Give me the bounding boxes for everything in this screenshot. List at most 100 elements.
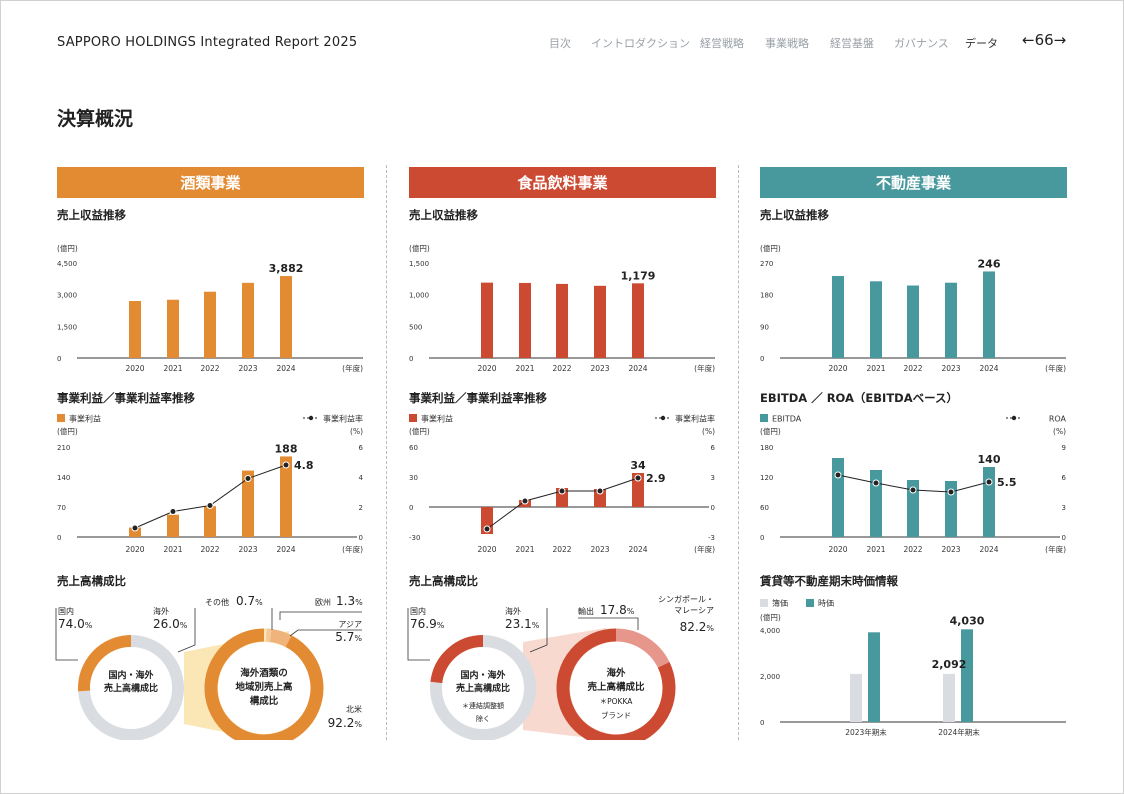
profit-bar xyxy=(594,489,606,507)
x-tick-label: 2020 xyxy=(125,545,144,554)
domestic-label: 国内 xyxy=(410,606,426,616)
alcohol-section-header: 酒類事業 xyxy=(57,167,364,198)
revenue-bar xyxy=(594,285,606,358)
book-value-bar xyxy=(850,673,862,722)
x-axis-unit: (年度) xyxy=(1045,363,1066,373)
x-tick-label: 2023 xyxy=(590,364,609,373)
x-tick-label: 2023 xyxy=(941,545,960,554)
y2-tick-label: 9 xyxy=(1062,444,1066,452)
unit-label: (億円) xyxy=(409,426,430,436)
x-tick-label: 2020 xyxy=(125,364,144,373)
x-axis-unit: (年度) xyxy=(694,363,715,373)
profit-bar xyxy=(870,470,882,537)
donut-center-label: 除く xyxy=(476,714,490,723)
y2-tick-label: 4 xyxy=(359,474,364,482)
page-number: 66 xyxy=(1034,31,1054,49)
prev-page-arrow-icon[interactable]: ← xyxy=(1022,31,1035,49)
x-tick-label: 2024年期末 xyxy=(938,727,980,737)
domestic-value: 76.9% xyxy=(410,617,445,631)
nav-management-strategy[interactable]: 経営戦略 xyxy=(700,37,744,50)
unit-label: (億円) xyxy=(409,243,430,253)
domestic-overseas-donut-segment xyxy=(78,635,184,740)
domestic-overseas-donut-segment xyxy=(78,635,132,692)
donut-center-label: 売上高構成比 xyxy=(456,682,510,694)
data-label: 1,179 xyxy=(621,269,656,282)
x-tick-label: 2024 xyxy=(628,545,647,554)
x-tick-label: 2021 xyxy=(515,545,534,554)
nav-management-foundation[interactable]: 経営基盤 xyxy=(830,37,874,50)
legend-swatch xyxy=(760,414,768,422)
donut-center-label: 海外 xyxy=(606,667,626,679)
leader-line xyxy=(55,608,78,661)
x-tick-label: 2023 xyxy=(941,364,960,373)
overseas-value: 26.0% xyxy=(153,617,188,631)
revenue-bar xyxy=(983,271,995,358)
y-tick-label: 0 xyxy=(57,355,61,363)
bar-data-label: 34 xyxy=(630,459,646,472)
y2-tick-label: 3 xyxy=(1062,504,1066,512)
margin-point xyxy=(169,508,177,515)
x-tick-label: 2021 xyxy=(515,364,534,373)
food-profit-heading: 事業利益／事業利益率推移 xyxy=(409,391,547,405)
legend-bar-label: 事業利益 xyxy=(69,414,101,424)
nav-governance[interactable]: ガバナンス xyxy=(894,37,949,50)
realestate-fair-value-chart: 簿価 時価 (億円) 4,000 2,000 0 2023年期末 2024年期末 2,092 4,… xyxy=(760,598,1066,737)
y-tick-label: 0 xyxy=(760,355,764,363)
regional-donut-segment xyxy=(269,628,292,647)
data-label: 3,882 xyxy=(269,262,304,275)
donut-center-label: 売上高構成比 xyxy=(587,681,645,693)
regional-donut-segment xyxy=(556,628,676,740)
region-label: シンガポール・ xyxy=(658,594,714,604)
nav-introduction[interactable]: イントロダクション xyxy=(591,37,690,50)
alcohol-revenue-heading: 売上収益推移 xyxy=(57,208,126,222)
unit-label: (億円) xyxy=(57,426,78,436)
legend-line-label: ROA xyxy=(1049,415,1067,424)
revenue-bar xyxy=(242,282,254,358)
margin-point xyxy=(282,461,290,469)
alcohol-profit-heading: 事業利益／事業利益率推移 xyxy=(57,391,195,405)
legend-swatch xyxy=(806,599,814,607)
nav-contents[interactable]: 目次 xyxy=(549,37,571,50)
margin-point xyxy=(834,471,842,479)
legend-swatch xyxy=(57,414,65,422)
revenue-bar xyxy=(556,283,568,358)
revenue-bar xyxy=(167,299,179,358)
unit-label: (%) xyxy=(702,427,715,436)
x-tick-label: 2020 xyxy=(477,364,496,373)
x-tick-label: 2021 xyxy=(163,545,182,554)
donut-center-label: 海外酒類の xyxy=(240,667,288,679)
profit-bar xyxy=(632,473,644,507)
domestic-overseas-donut-segment xyxy=(430,635,484,684)
y2-tick-label: 0 xyxy=(359,534,363,542)
x-axis-unit: (年度) xyxy=(342,363,363,373)
x-tick-label: 2024 xyxy=(276,545,295,554)
nav-business-strategy[interactable]: 事業戦略 xyxy=(765,37,809,50)
legend-bar-label: 事業利益 xyxy=(421,414,453,424)
food-revenue-heading: 売上収益推移 xyxy=(409,208,478,222)
book-value-bar xyxy=(943,673,955,722)
donut-center-label: 構成比 xyxy=(250,695,279,707)
y-tick-label: 210 xyxy=(57,444,70,452)
margin-point xyxy=(483,525,491,533)
y-tick-label: 0 xyxy=(760,719,764,727)
column-divider xyxy=(738,165,739,740)
x-tick-label: 2020 xyxy=(828,364,847,373)
region-label: 欧州 xyxy=(315,597,331,607)
next-page-arrow-icon[interactable]: → xyxy=(1053,31,1067,49)
legend-bar-label: EBITDA xyxy=(772,415,802,424)
food-composition-heading: 売上高構成比 xyxy=(409,574,478,588)
margin-point xyxy=(872,479,880,487)
legend-marker-icon xyxy=(660,415,666,421)
unit-label: (%) xyxy=(350,427,363,436)
x-tick-label: 2022 xyxy=(200,545,219,554)
donut-center-label: 国内・海外 xyxy=(460,669,505,681)
revenue-bar xyxy=(129,301,141,358)
profit-bar xyxy=(280,456,292,537)
x-tick-label: 2022 xyxy=(200,364,219,373)
nav-data[interactable]: データ xyxy=(965,37,998,50)
legend-line-label: 事業利益率 xyxy=(323,414,363,424)
revenue-bar xyxy=(204,291,216,358)
domestic-value: 74.0% xyxy=(58,617,93,631)
y-tick-label: 70 xyxy=(57,504,66,512)
